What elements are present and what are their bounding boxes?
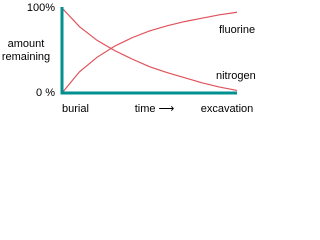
x-tick-label: excavation: [201, 103, 254, 115]
x-tick-label: burial: [62, 103, 89, 115]
series-label: nitrogen: [216, 70, 256, 82]
series-label: fluorine: [219, 24, 255, 36]
y-tick-label: 0 %: [36, 87, 55, 99]
chart: 100% 0 % burial excavation time ⟶ fluorine nit…: [27, 2, 256, 115]
line: [61, 11, 238, 94]
y-axis-label: amount remaining: [1, 38, 51, 63]
chart-area: 100% 0 % burial excavation time ⟶ fluorine nit…: [0, 0, 280, 117]
x-axis-label: time ⟶: [135, 103, 175, 115]
y-tick-label: 100%: [27, 2, 55, 14]
line: [61, 7, 238, 92]
